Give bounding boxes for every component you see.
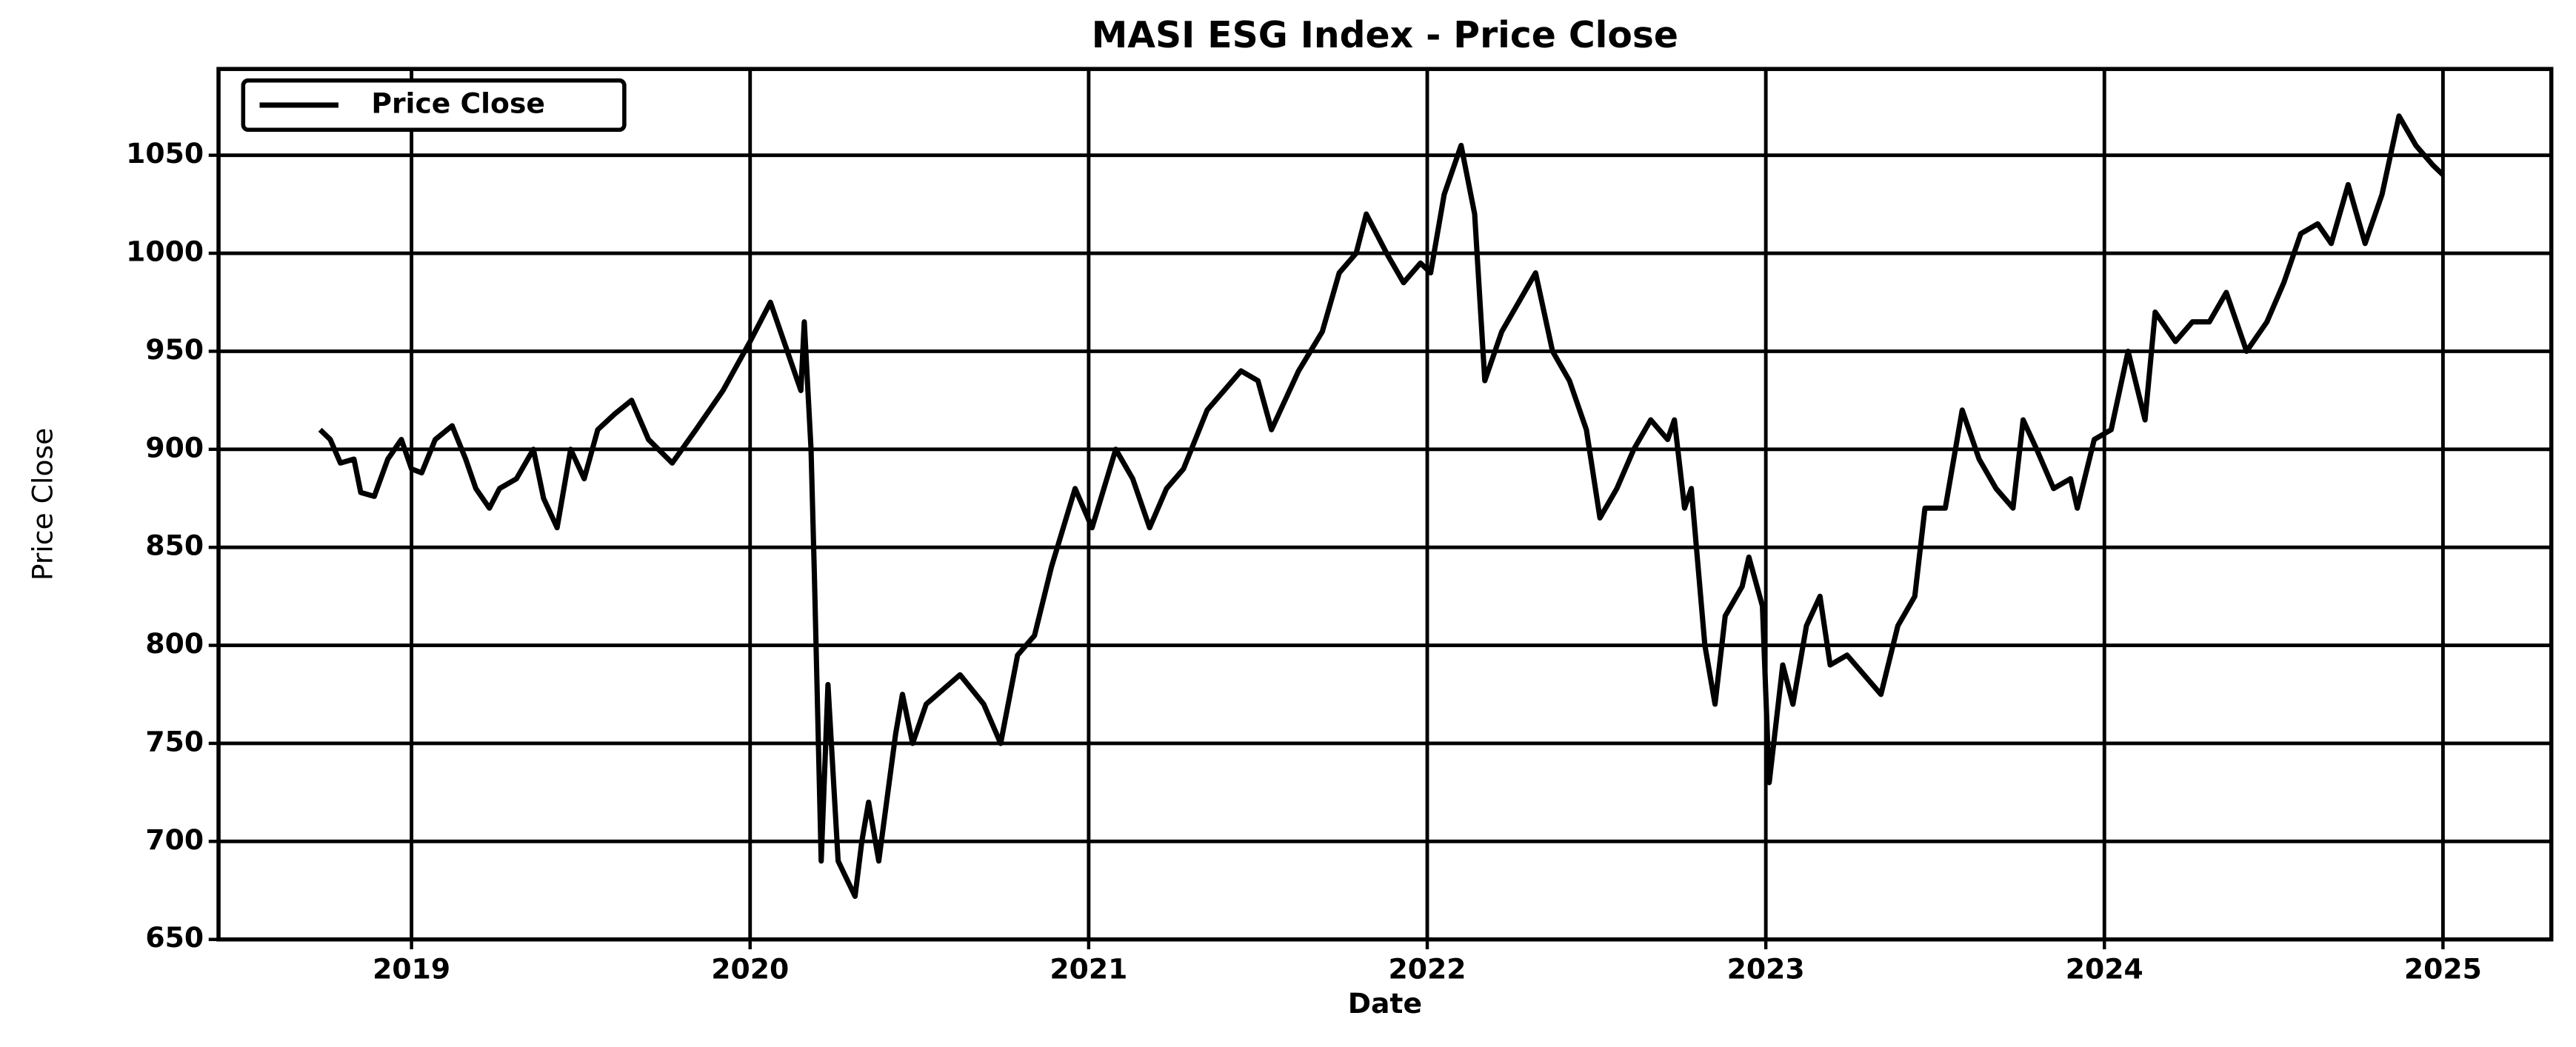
x-tick-label: 2025 [2404,952,2482,985]
legend: Price Close [241,78,627,132]
x-tick-label: 2020 [711,952,789,985]
price-line [318,113,2445,900]
x-tick-label: 2019 [373,952,450,985]
y-axis-label: Price Close [26,428,59,581]
x-axis-label: Date [1348,987,1422,1020]
y-tick-label: 750 [145,725,204,757]
y-tick-label: 950 [145,333,204,366]
x-tick-label: 2023 [1727,952,1805,985]
y-tick-label: 1050 [126,137,204,170]
x-tick-label: 2021 [1050,952,1127,985]
legend-box [241,78,627,132]
x-tick-label: 2022 [1389,952,1466,985]
y-tick-label: 1000 [126,235,204,268]
plot-frame [216,67,2554,942]
y-tick-label: 850 [145,529,204,562]
x-tick-label: 2024 [2066,952,2143,985]
y-tick-label: 700 [145,823,204,856]
y-tick-label: 650 [145,921,204,954]
y-tick-label: 900 [145,431,204,464]
chart-title: MASI ESG Index - Price Close [1092,14,1678,56]
legend-label: Price Close [371,87,545,119]
y-tick-label: 800 [145,627,204,660]
